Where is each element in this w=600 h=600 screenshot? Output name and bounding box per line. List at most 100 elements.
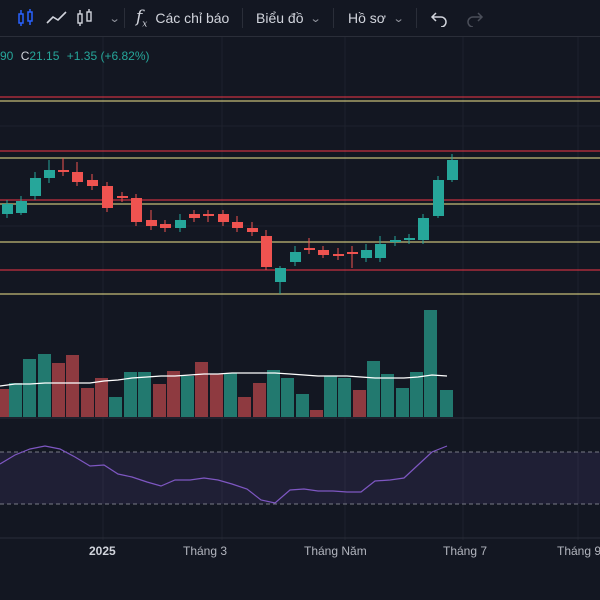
legend-close-value: 21.15	[29, 49, 60, 63]
candle-body	[247, 228, 258, 232]
toolbar-divider	[242, 8, 243, 28]
candle-body	[318, 250, 329, 255]
volume-bar	[224, 373, 237, 417]
candle-body	[232, 222, 243, 228]
candle-body	[58, 170, 69, 172]
candle-body	[102, 186, 113, 208]
x-axis-label-may: Tháng Năm	[304, 544, 367, 558]
candle-body	[203, 214, 214, 216]
volume-bar	[296, 394, 309, 417]
volume-bar	[195, 362, 208, 417]
profile-menu-label: Hồ sơ	[348, 10, 386, 26]
volume-bar	[324, 376, 337, 417]
volume-bar	[424, 310, 437, 417]
volume-bar	[381, 374, 394, 417]
volume-bar	[396, 388, 409, 417]
rsi-band	[0, 452, 600, 504]
volume-bar	[353, 390, 366, 417]
undo-icon[interactable]	[430, 0, 448, 36]
grid	[0, 37, 600, 540]
chart-menu-button[interactable]: Biểu đồ ⌄	[256, 0, 323, 36]
redo-icon[interactable]	[466, 0, 484, 36]
volume-bar	[38, 354, 51, 417]
chevron-down-icon: ⌄	[392, 12, 405, 25]
volume-bar	[253, 383, 266, 417]
candle-body	[447, 160, 458, 180]
candle-body	[433, 180, 444, 216]
candle-body	[275, 268, 286, 282]
candle-body	[30, 178, 41, 196]
candle-body	[16, 201, 27, 213]
x-axis-label-2025: 2025	[89, 544, 116, 558]
candle-body	[2, 204, 13, 214]
volume-bar	[281, 378, 294, 417]
volume-bar	[238, 397, 251, 417]
volume-bar	[81, 388, 94, 417]
volume-bar	[267, 370, 280, 417]
volume-ma-line	[0, 372, 448, 387]
volume-bar	[410, 372, 423, 417]
top-toolbar: ⌄ fx Các chỉ báo Biểu đồ ⌄ Hồ sơ ⌄	[0, 0, 600, 37]
toolbar-divider	[333, 8, 334, 28]
fx-icon: fx	[136, 6, 148, 30]
volume-bar	[181, 376, 194, 417]
indicators-button[interactable]: fx Các chỉ báo	[136, 0, 229, 36]
candle-body	[404, 238, 415, 240]
line-chart-icon[interactable]	[46, 0, 68, 36]
legend-prev-value: 90	[0, 49, 14, 63]
toolbar-divider	[416, 8, 417, 28]
candle-body	[304, 248, 315, 250]
candle-body	[117, 196, 128, 198]
volume-bar	[367, 361, 380, 417]
x-axis-label-september: Tháng 9	[557, 544, 600, 558]
candle-body	[87, 180, 98, 186]
rsi-line	[0, 445, 448, 504]
toolbar-divider	[124, 8, 125, 28]
candle-body	[261, 236, 272, 267]
candle-body	[160, 224, 171, 228]
candle-body	[175, 220, 186, 228]
volume-bar	[310, 410, 323, 417]
candle-body	[333, 254, 344, 256]
volume-bar	[153, 384, 166, 417]
bar-style-icon[interactable]	[76, 0, 94, 36]
candle-body	[44, 170, 55, 178]
volume-series	[0, 310, 453, 417]
volume-bar	[338, 378, 351, 417]
candle-body	[189, 214, 200, 218]
indicators-label: Các chỉ báo	[155, 10, 230, 26]
candle-body	[361, 250, 372, 258]
candle-body	[72, 172, 83, 182]
volume-bar	[109, 397, 122, 417]
candle-body	[131, 198, 142, 222]
candle-body	[218, 214, 229, 222]
volume-bar	[52, 363, 65, 417]
candle-body	[146, 220, 157, 226]
volume-bar	[124, 372, 137, 417]
chart-menu-label: Biểu đồ	[256, 10, 304, 26]
chevron-down-icon: ⌄	[310, 12, 323, 25]
ohlc-legend: 90 C21.15 +1.35 (+6.82%)	[0, 49, 150, 63]
legend-change-pct: (+6.82%)	[100, 49, 150, 63]
volume-bar	[167, 371, 180, 417]
x-axis-label-july: Tháng 7	[443, 544, 488, 558]
volume-bar	[210, 374, 223, 417]
chart-type-dropdown[interactable]: ⌄	[102, 0, 121, 36]
candle-body	[347, 252, 358, 254]
chevron-down-icon: ⌄	[108, 12, 121, 25]
profile-menu-button[interactable]: Hồ sơ ⌄	[348, 0, 405, 36]
volume-bar	[138, 372, 151, 417]
volume-bar	[9, 383, 22, 417]
candle-body	[290, 252, 301, 262]
volume-bar	[66, 355, 79, 417]
candles-icon[interactable]	[16, 0, 36, 36]
x-axis-label-march: Tháng 3	[183, 544, 228, 558]
legend-close-prefix: C	[20, 49, 30, 63]
candlestick-series	[2, 154, 458, 294]
volume-bar	[440, 390, 453, 417]
candle-body	[390, 240, 401, 242]
level-lines	[0, 96, 600, 295]
volume-bar	[95, 378, 108, 417]
legend-change: +1.35	[66, 49, 98, 63]
